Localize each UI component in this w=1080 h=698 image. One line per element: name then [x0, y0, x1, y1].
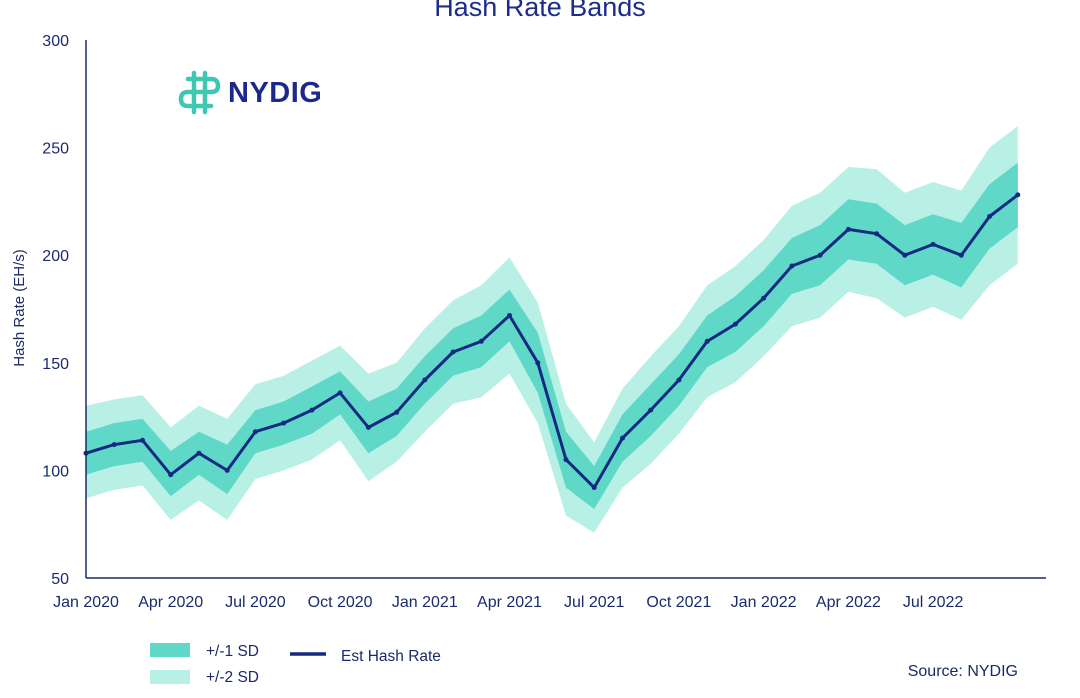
hash-rate-point	[252, 429, 258, 435]
x-tick-label: Apr 2022	[816, 594, 881, 611]
legend-label-2sd: +/-2 SD	[206, 669, 259, 686]
hash-rate-point	[987, 214, 992, 219]
band-2sd-area	[86, 126, 1018, 533]
hash-rate-point	[958, 252, 964, 258]
hash-rate-point	[845, 226, 851, 232]
hash-rate-point	[817, 252, 823, 258]
hash-rate-point	[789, 263, 795, 269]
y-tick-label: 200	[42, 248, 69, 265]
x-tick-label: Jul 2021	[564, 594, 625, 611]
hash-rate-point	[309, 407, 315, 413]
hash-rate-point	[535, 360, 541, 366]
hash-rate-point	[168, 472, 174, 478]
hash-rate-point	[337, 390, 343, 396]
hash-rate-point	[902, 252, 908, 258]
hash-rate-point	[732, 321, 738, 327]
x-tick-label: Jul 2020	[225, 594, 286, 611]
legend-label-1sd: +/-1 SD	[206, 643, 259, 660]
hash-rate-point	[196, 450, 202, 456]
y-tick-label: 150	[42, 356, 69, 373]
hash-rate-point	[648, 407, 654, 413]
x-tick-label: Apr 2020	[138, 594, 203, 611]
legend-label-hash-rate: Est Hash Rate	[341, 648, 441, 665]
x-tick-label: Jan 2020	[53, 594, 119, 611]
x-tick-label: Oct 2020	[308, 594, 373, 611]
legend: +/-1 SD +/-2 SD Est Hash Rate	[150, 643, 441, 686]
legend-swatch-2sd	[150, 670, 190, 684]
hash-rate-point	[140, 437, 145, 443]
source-note: Source: NYDIG	[908, 663, 1018, 680]
hash-rate-line-layer	[83, 192, 1021, 491]
hash-rate-point	[422, 377, 428, 383]
hash-rate-point	[224, 467, 230, 473]
hash-rate-point	[111, 442, 117, 448]
band-1sd-area	[86, 162, 1018, 510]
hash-rate-point	[563, 457, 569, 463]
hash-rate-point	[394, 409, 400, 415]
y-tick-label: 250	[42, 141, 69, 158]
x-tick-label: Jan 2021	[392, 594, 458, 611]
hash-rate-point	[620, 435, 625, 441]
nydig-logo-text: NYDIG	[228, 77, 322, 109]
y-tick-label: 100	[42, 463, 69, 480]
hash-rate-point	[761, 295, 767, 301]
x-tick-label: Jul 2022	[903, 594, 964, 611]
y-axis-label: Hash Rate (EH/s)	[11, 249, 28, 367]
hash-rate-line	[85, 193, 1019, 490]
band-1sd-layer	[86, 162, 1018, 510]
x-tick-label: Oct 2021	[646, 594, 711, 611]
nydig-logo: NYDIG	[178, 70, 322, 115]
hash-rate-point	[930, 241, 936, 247]
legend-swatch-1sd	[150, 643, 190, 657]
hash-rate-point	[1015, 192, 1021, 198]
hash-rate-point	[507, 313, 512, 318]
hash-rate-point	[450, 349, 456, 355]
hash-rate-point	[676, 377, 682, 383]
hash-rate-point	[874, 231, 880, 237]
hash-rate-point	[281, 420, 287, 426]
x-tick-label: Jan 2022	[731, 594, 797, 611]
y-tick-labels: 50 100 150 200 250 300	[42, 33, 69, 588]
y-tick-label: 50	[51, 571, 69, 588]
hash-rate-point	[365, 424, 371, 430]
hash-rate-point	[478, 338, 484, 344]
hash-rate-point	[704, 338, 710, 344]
x-tick-label: Apr 2021	[477, 594, 542, 611]
band-2sd-layer	[86, 126, 1018, 533]
y-tick-label: 300	[42, 33, 69, 50]
chart-title: Hash Rate Bands	[434, 0, 646, 22]
nydig-logo-icon	[178, 70, 221, 115]
x-tick-labels: Jan 2020 Apr 2020 Jul 2020 Oct 2020 Jan 2021…	[53, 594, 963, 611]
hash-rate-point	[591, 485, 597, 491]
